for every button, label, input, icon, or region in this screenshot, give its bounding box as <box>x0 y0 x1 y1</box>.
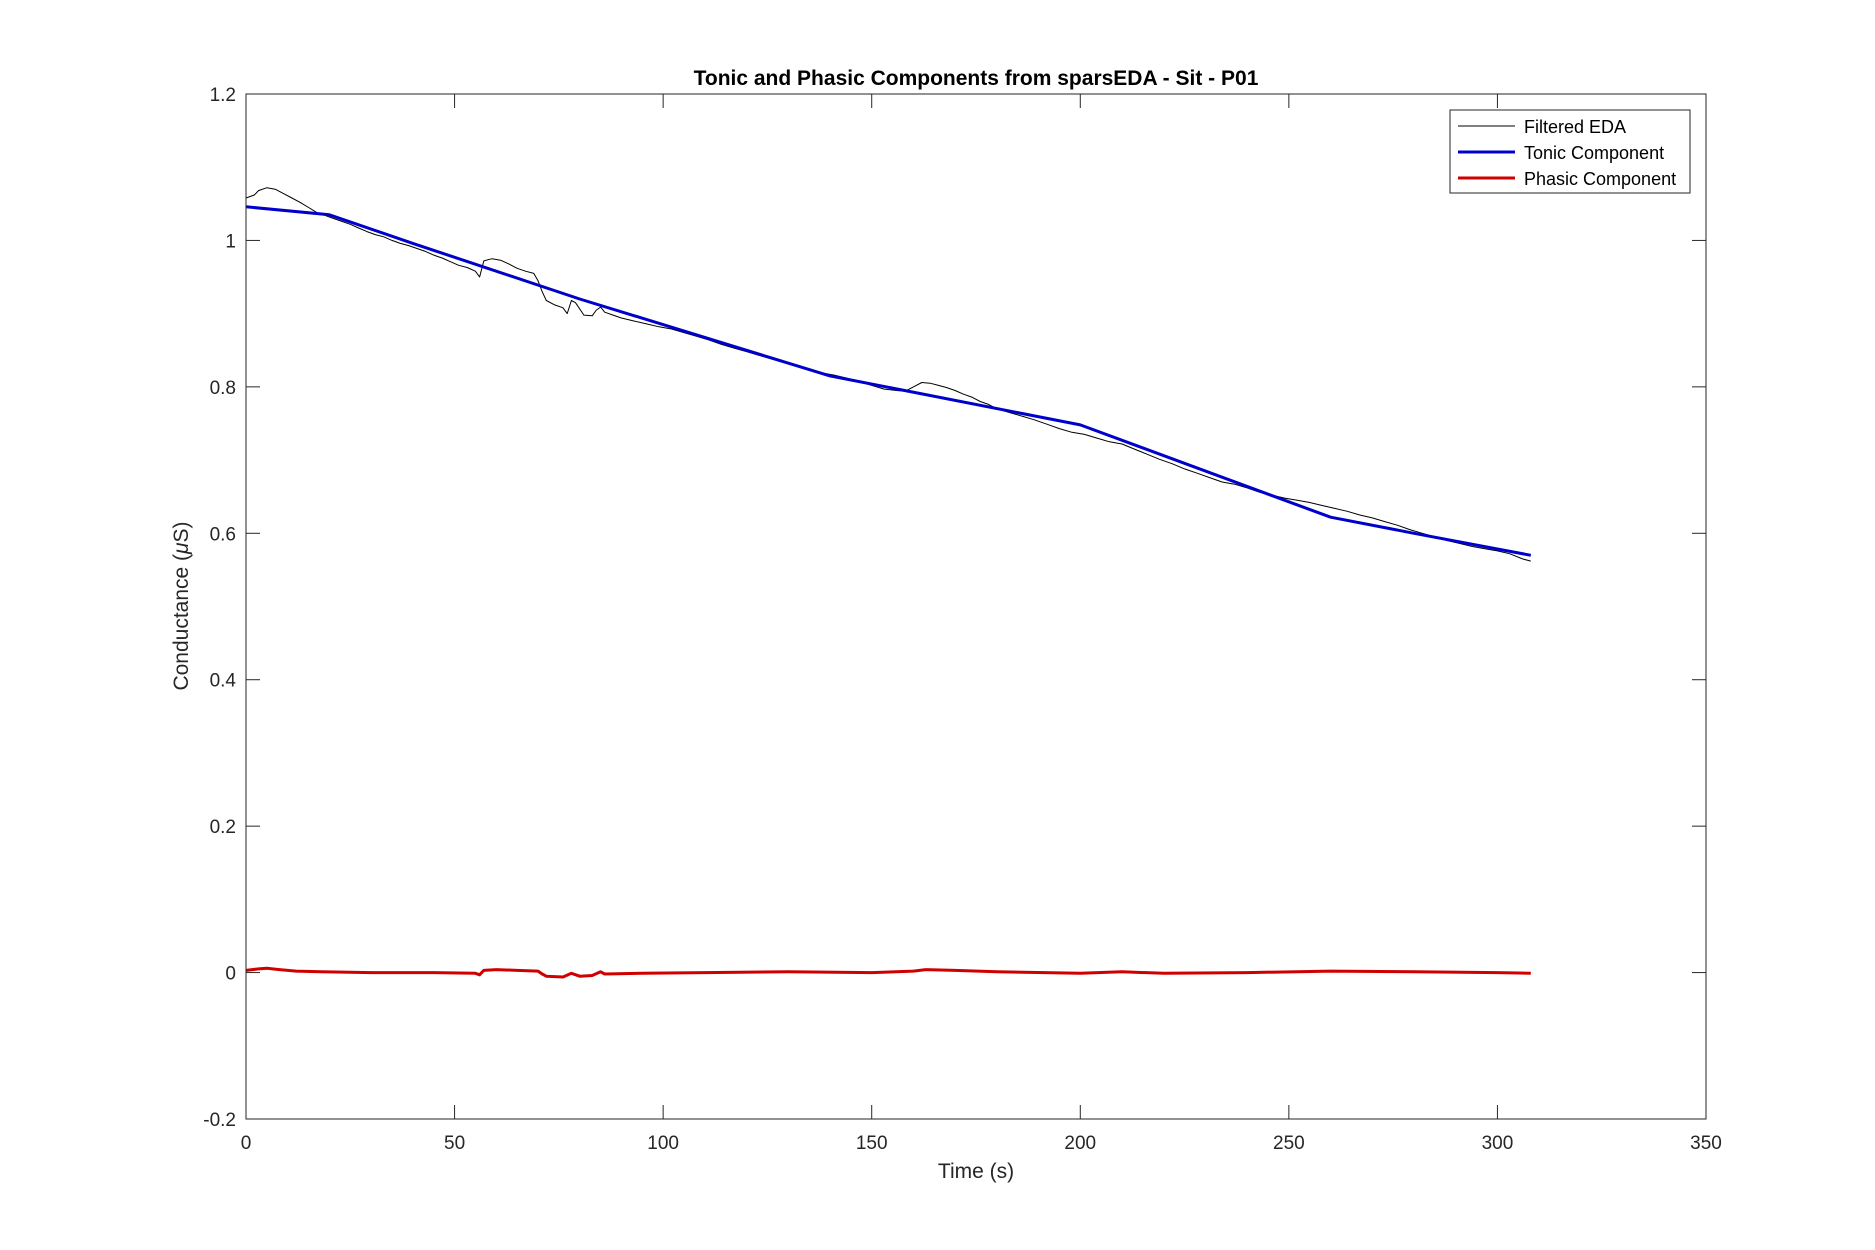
x-tick-label: 100 <box>647 1133 679 1154</box>
x-tick-label: 0 <box>241 1133 252 1154</box>
legend-label-phasic: Phasic Component <box>1524 169 1676 189</box>
y-tick-label: 0.8 <box>210 378 236 399</box>
legend-label-tonic: Tonic Component <box>1524 143 1664 163</box>
plot-area <box>246 94 1706 1119</box>
x-tick-label: 300 <box>1482 1133 1514 1154</box>
legend-label-filtered-eda: Filtered EDA <box>1524 117 1626 137</box>
x-tick-label: 350 <box>1690 1133 1722 1154</box>
x-tick-label: 200 <box>1064 1133 1096 1154</box>
x-tick-label: 150 <box>856 1133 888 1154</box>
ticks-layer: 0 50 100 150 200 250 300 350-0.200.20.40.60.811… <box>203 85 1722 1154</box>
y-tick-label: 1.2 <box>210 85 236 106</box>
y-tick-label: 0 <box>225 964 236 985</box>
y-tick-label: -0.2 <box>203 1110 236 1131</box>
y-axis-label-mu: μ <box>170 542 193 555</box>
series-line-tonic <box>245 205 1532 557</box>
y-tick-label: 0.4 <box>210 671 237 692</box>
y-tick-label: 1 <box>225 231 236 252</box>
y-axis-label: Conductance (μS) <box>170 521 193 690</box>
y-tick-label: 0.6 <box>210 524 236 545</box>
series-layer <box>245 187 1532 979</box>
series-line-phasic <box>245 966 1531 979</box>
chart-title: Tonic and Phasic Components from sparsED… <box>694 67 1259 90</box>
x-axis-label: Time (s) <box>938 1160 1014 1183</box>
y-axis-label-suffix: S) <box>170 521 193 542</box>
plot-frame <box>245 93 1707 1120</box>
x-tick-label: 250 <box>1273 1133 1305 1154</box>
x-tick-label: 50 <box>444 1133 465 1154</box>
legend: Filtered EDA Tonic Component Phasic Comp… <box>1449 109 1691 194</box>
y-tick-label: 0.2 <box>210 817 236 838</box>
y-axis-label-prefix: Conductance ( <box>170 554 193 691</box>
